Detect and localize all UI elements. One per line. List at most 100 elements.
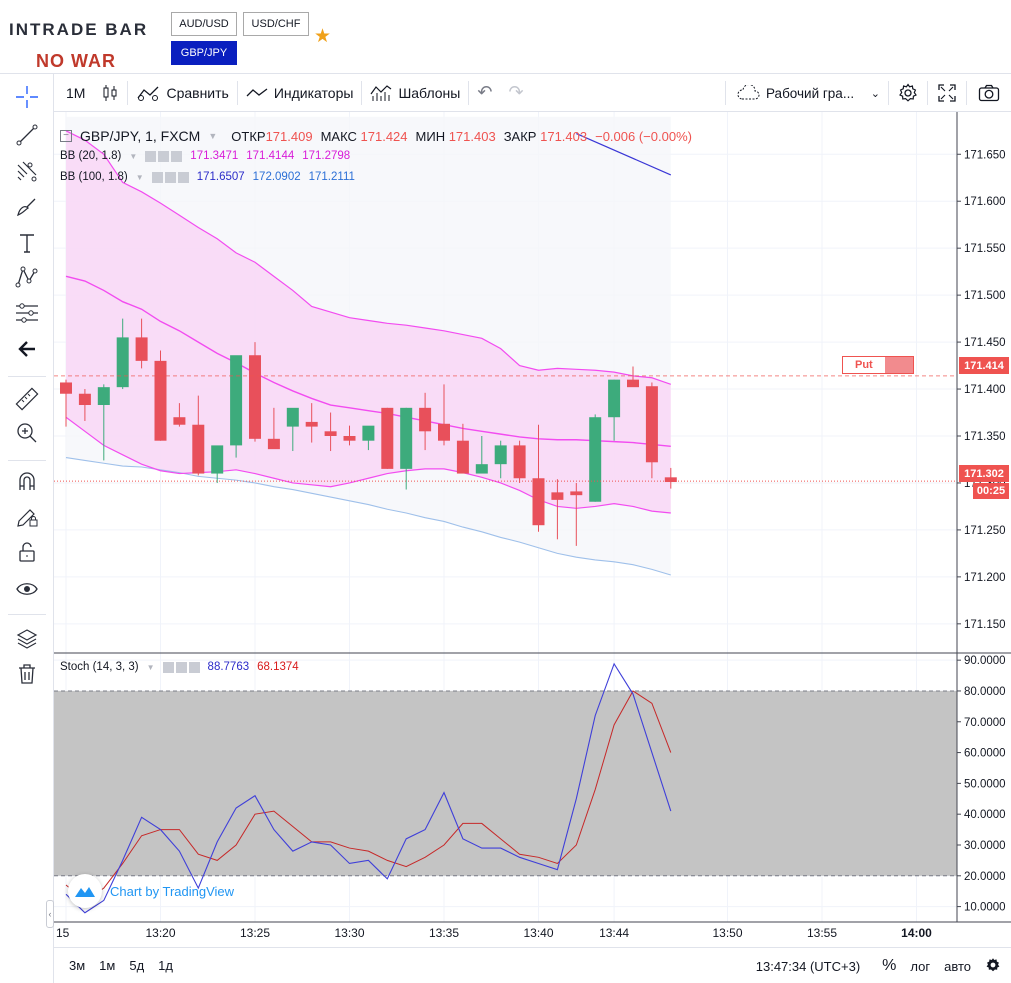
legend-close-label: ЗАКР <box>503 128 537 144</box>
percent-button[interactable]: % <box>882 957 897 974</box>
collapse-handle[interactable]: ‹ <box>46 900 54 928</box>
chart-area[interactable]: 171.650 171.600 171.550 171.500 171.450 171.4… <box>54 112 1011 947</box>
settings-button[interactable] <box>889 74 927 112</box>
indicators-icon <box>246 87 268 96</box>
zoom-tool[interactable] <box>12 418 42 448</box>
candle-body <box>97 387 110 406</box>
crosshair-icon <box>16 86 38 108</box>
bb100-lower-line <box>65 457 671 576</box>
indicators-button[interactable]: Индикаторы <box>238 74 362 112</box>
stoch-name[interactable]: Stoch (14, 3, 3) <box>60 661 139 673</box>
candle-body <box>230 355 243 446</box>
eye-icon[interactable] <box>151 171 163 183</box>
candle-body <box>400 407 413 469</box>
countdown-badge: 00:25 <box>973 483 1009 499</box>
chart-canvas[interactable]: 171.650 171.600 171.550 171.500 171.450 171.4… <box>54 112 1011 947</box>
candle-body <box>286 407 299 427</box>
templates-icon <box>370 84 392 101</box>
remove-drawings-tool[interactable] <box>12 659 42 689</box>
eye-icon[interactable] <box>145 150 157 162</box>
crosshair-tool[interactable] <box>12 82 42 112</box>
ruler-tool[interactable] <box>12 384 42 414</box>
redo-button[interactable]: ↷ <box>500 74 531 112</box>
time-tick-label: 13:30 <box>334 926 364 940</box>
gear-icon[interactable] <box>985 957 1001 976</box>
put-order-label[interactable]: Put <box>842 356 914 374</box>
fib-tool[interactable] <box>12 156 42 186</box>
candle-body <box>116 337 129 388</box>
clock-label[interactable]: 13:47:34 (UTC+3) <box>755 958 861 974</box>
candle-body <box>173 417 186 425</box>
candle-type-button[interactable] <box>93 74 127 112</box>
fib-icon <box>17 161 37 182</box>
candle-body <box>267 438 280 450</box>
range-5d-button[interactable]: 5д <box>129 958 145 973</box>
chevron-down-icon: ▼ <box>135 172 144 182</box>
interval-button[interactable]: 1M <box>54 74 93 112</box>
trash-icon <box>19 664 35 684</box>
range-1d-button[interactable]: 1д <box>158 958 173 973</box>
bb20-lower-line <box>65 416 671 514</box>
stoch-band-fill <box>54 690 957 876</box>
legend-high-label: МАКС <box>320 128 357 144</box>
stoch-legend: Stoch (14, 3, 3) ▼ 88.7763 68.1374 <box>60 661 299 673</box>
layout-button[interactable]: Рабочий гра... ⌄ <box>726 74 888 112</box>
tab-aud-usd[interactable]: AUD/USD <box>171 12 237 36</box>
text-icon <box>20 234 34 253</box>
magnet-tool[interactable] <box>12 466 42 496</box>
price-tick-label: 171.450 <box>964 337 1006 349</box>
candle-body <box>305 421 318 427</box>
toolbar-divider <box>927 81 928 105</box>
legend-symbol[interactable]: GBP/JPY, 1, FXCM <box>80 128 201 144</box>
brand-slogan: NO WAR <box>36 51 116 71</box>
lock-drawing-tool[interactable] <box>12 502 42 532</box>
star-icon[interactable]: ★ <box>314 26 332 47</box>
legend-collapse-icon[interactable]: − <box>60 130 72 142</box>
bb100-lower: 171.2111 <box>308 171 355 183</box>
hide-toolbar-button[interactable] <box>12 334 42 364</box>
range-3m-button[interactable]: 3м <box>69 958 86 973</box>
auto-button[interactable]: авто <box>944 958 971 974</box>
candle-body <box>60 382 72 394</box>
gear-icon[interactable] <box>175 661 187 673</box>
tradingview-watermark[interactable]: Chart by TradingView <box>68 874 234 908</box>
gear-icon[interactable] <box>164 171 176 183</box>
lock-all-tool[interactable] <box>12 537 42 567</box>
screenshot-button[interactable] <box>967 74 1011 112</box>
undo-button[interactable]: ↶ <box>469 74 500 112</box>
candle-body <box>645 386 658 463</box>
templates-button[interactable]: Шаблоны <box>362 74 468 112</box>
stoch-tick-label: 10.0000 <box>964 902 1006 914</box>
fullscreen-button[interactable] <box>928 74 966 112</box>
tab-gbp-jpy[interactable]: GBP/JPY <box>171 41 237 65</box>
legend-open-value: 171.409 <box>265 128 313 144</box>
time-tick-label: 14:00 <box>901 926 932 940</box>
log-button[interactable]: лог <box>910 958 931 974</box>
compare-button[interactable]: Сравнить <box>128 74 236 112</box>
camera-icon <box>978 84 1000 102</box>
tradingview-logo-icon <box>68 874 102 908</box>
object-tree-tool[interactable] <box>12 624 42 654</box>
bb100-name[interactable]: BB (100, 1.8) <box>60 171 128 183</box>
put-price-badge: 171.414 <box>959 357 1009 374</box>
close-icon[interactable] <box>188 661 200 673</box>
pattern-tool[interactable] <box>12 262 42 292</box>
candles-icon <box>103 84 117 101</box>
candle-body <box>513 445 526 479</box>
tab-usd-chf[interactable]: USD/CHF <box>243 12 309 36</box>
close-icon[interactable] <box>171 150 183 162</box>
brush-tool[interactable] <box>12 192 42 222</box>
candle-body <box>664 477 677 483</box>
prediction-tool[interactable] <box>12 298 42 328</box>
visibility-tool[interactable] <box>12 574 42 604</box>
text-tool[interactable] <box>12 228 42 258</box>
close-icon[interactable] <box>177 171 189 183</box>
bb20-name[interactable]: BB (20, 1.8) <box>60 150 122 162</box>
range-1m-button[interactable]: 1м <box>99 958 116 973</box>
eye-icon[interactable] <box>162 661 174 673</box>
gear-icon[interactable] <box>158 150 170 162</box>
trendline-tool[interactable] <box>12 120 42 150</box>
ruler-icon <box>15 387 39 411</box>
toolbar-divider <box>127 80 129 105</box>
toolbar-right: Рабочий гра... ⌄ <box>725 74 1011 112</box>
